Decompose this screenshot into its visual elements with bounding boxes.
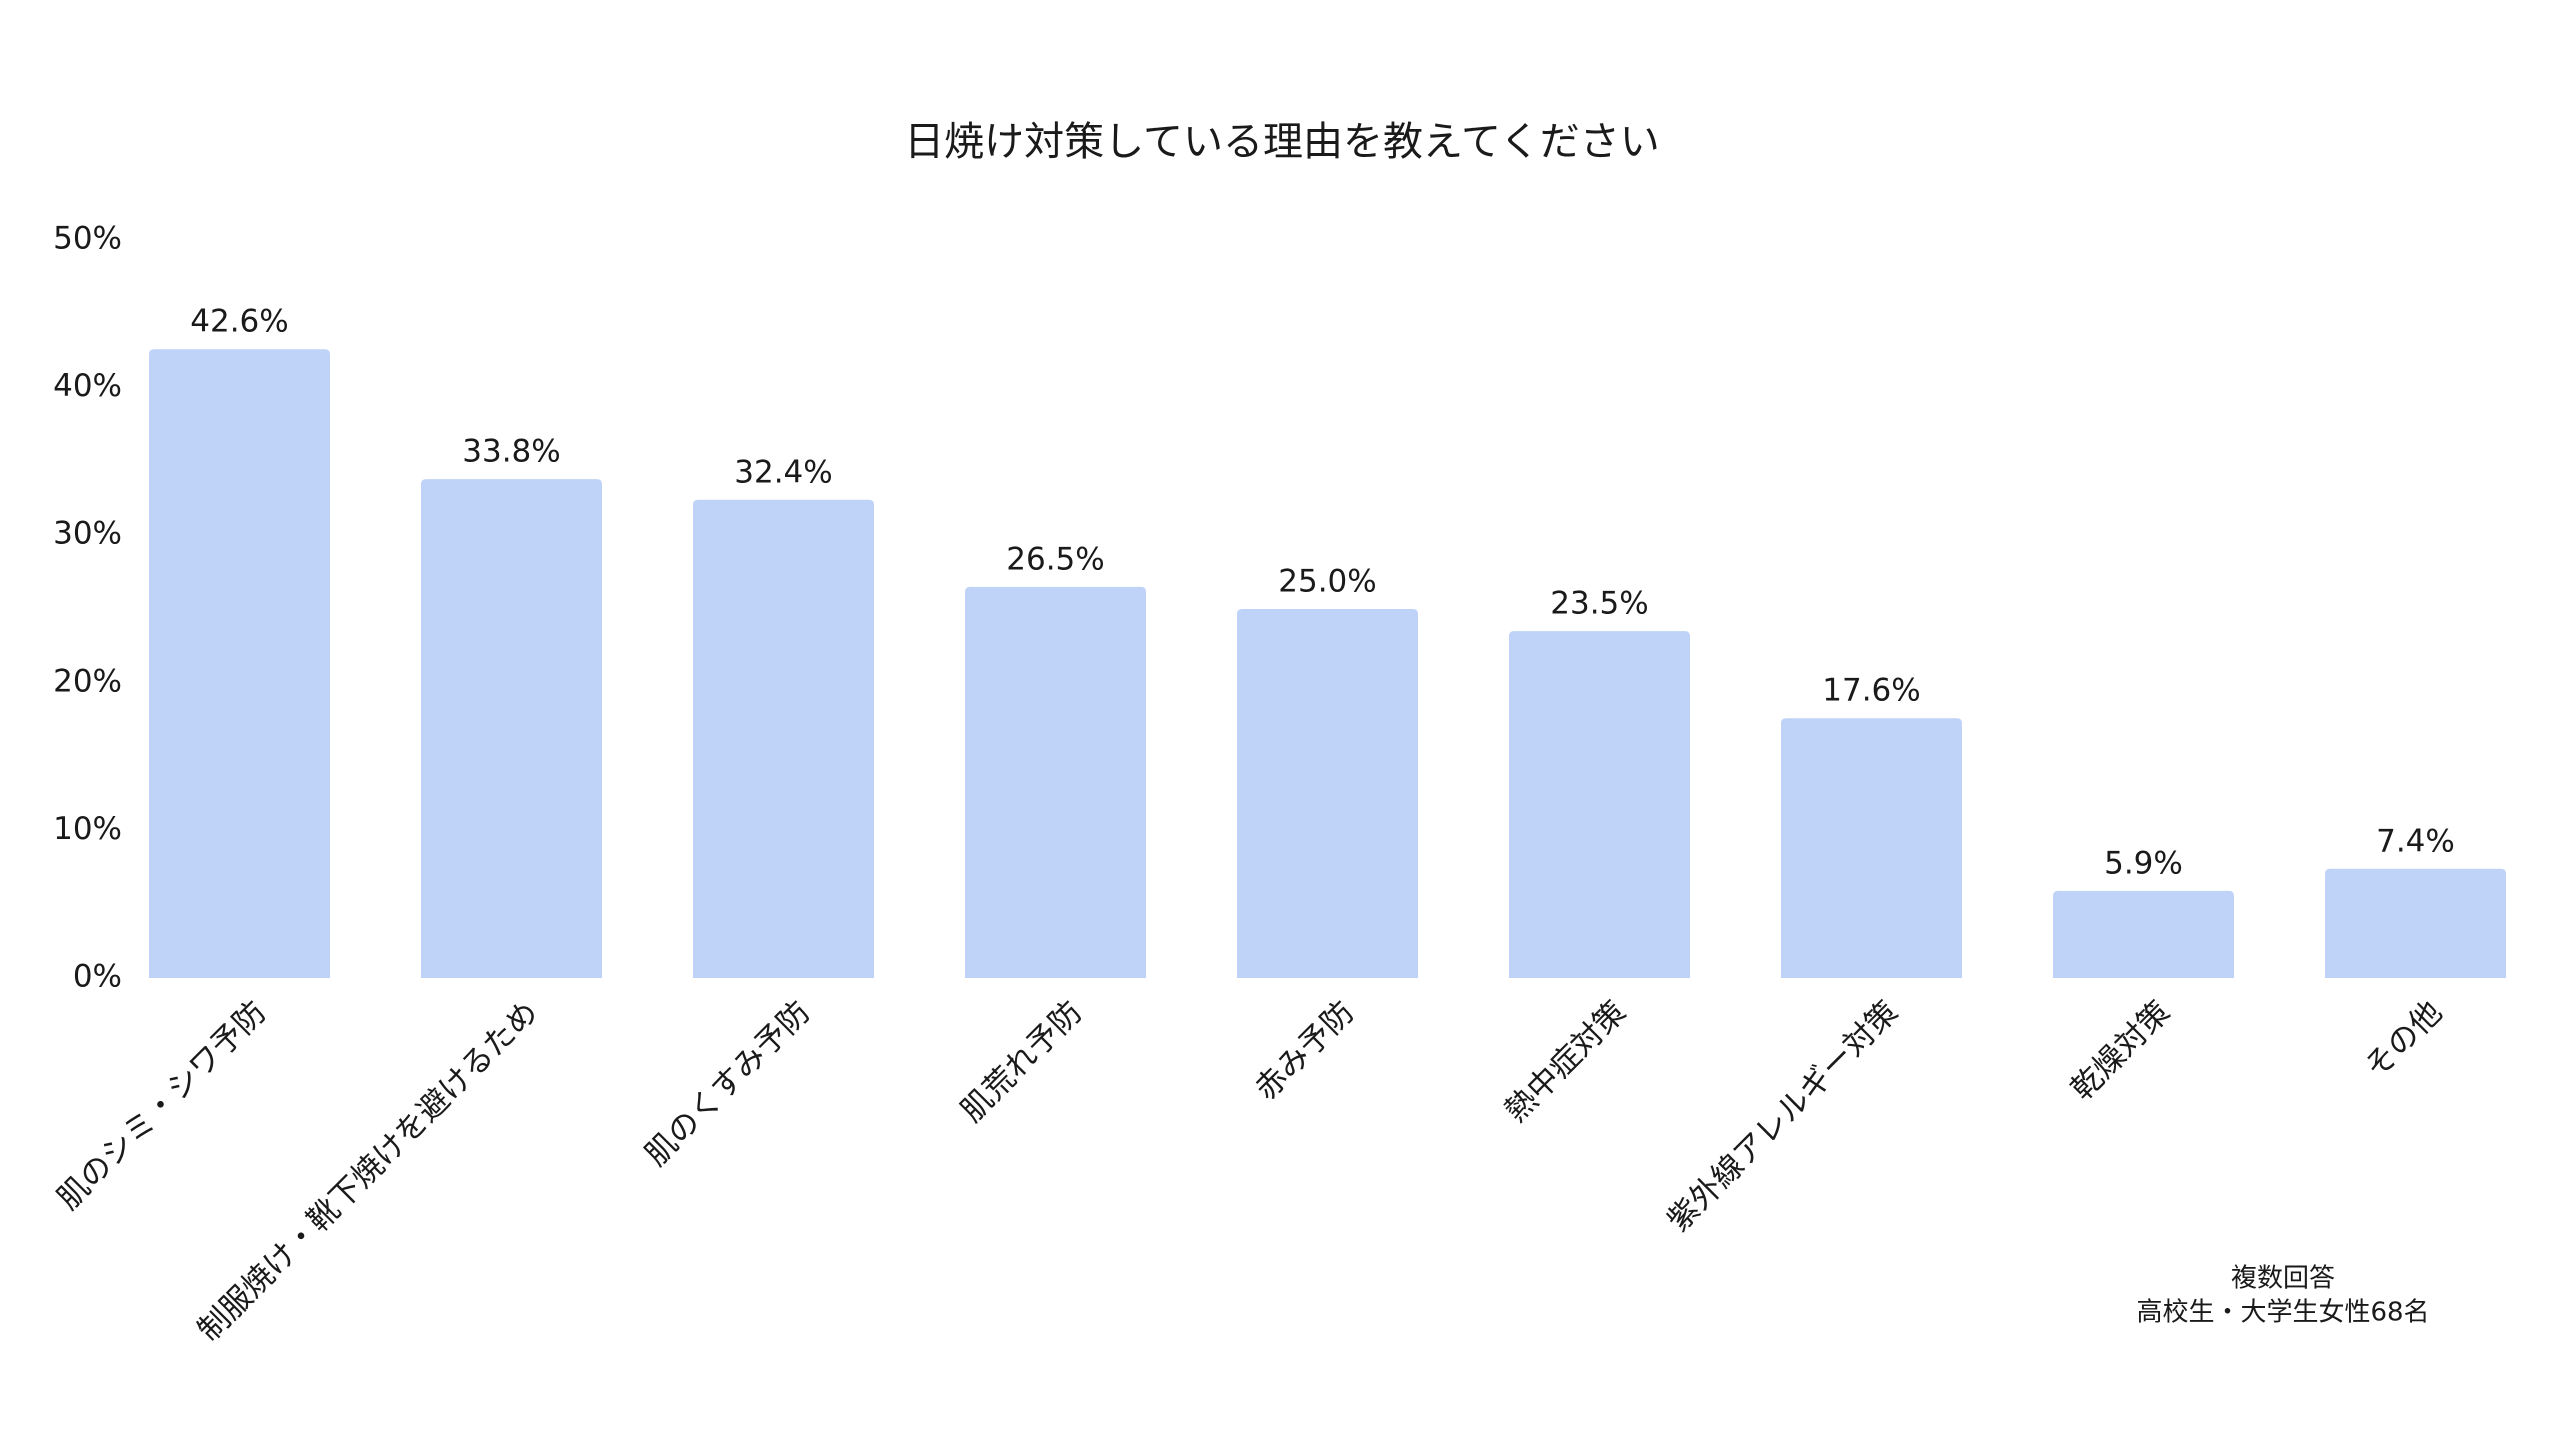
y-tick-label: 30% bbox=[53, 516, 122, 552]
note: 高校生・大学生女性68名 bbox=[2136, 1298, 2429, 1328]
value-label: 17.6% bbox=[1822, 673, 1920, 709]
value-label: 23.5% bbox=[1550, 586, 1648, 622]
bar bbox=[2053, 890, 2234, 978]
x-tick-label: 熱中症対策 bbox=[1498, 994, 1633, 1129]
bar bbox=[149, 349, 330, 978]
bar bbox=[1237, 609, 1418, 978]
y-tick-label: 10% bbox=[53, 811, 122, 847]
x-tick-label: 赤み予防 bbox=[1248, 994, 1361, 1107]
y-tick-label: 50% bbox=[53, 221, 122, 257]
value-label: 26.5% bbox=[1006, 541, 1104, 577]
y-tick-label: 40% bbox=[53, 368, 122, 404]
value-label: 25.0% bbox=[1278, 564, 1376, 600]
bar bbox=[421, 479, 602, 978]
x-tick-label: 肌荒れ予防 bbox=[954, 994, 1089, 1129]
x-tick-label: 紫外線アレルギー対策 bbox=[1661, 994, 1906, 1239]
bar bbox=[1781, 718, 1962, 978]
x-tick-label: 肌のくすみ予防 bbox=[638, 994, 817, 1173]
bar bbox=[1509, 631, 1690, 978]
value-label: 7.4% bbox=[2376, 823, 2455, 859]
bar bbox=[2325, 868, 2506, 978]
value-label: 32.4% bbox=[734, 454, 832, 490]
x-tick-label: その他 bbox=[2358, 994, 2449, 1085]
y-tick-label: 20% bbox=[53, 663, 122, 699]
y-tick-label: 0% bbox=[73, 959, 122, 995]
value-label: 42.6% bbox=[190, 304, 288, 340]
value-label: 5.9% bbox=[2104, 845, 2183, 881]
x-tick-label: 乾燥対策 bbox=[2064, 994, 2177, 1107]
bar bbox=[693, 499, 874, 978]
note: 複数回答 bbox=[2231, 1264, 2335, 1294]
bar bbox=[965, 586, 1146, 978]
chart-title: 日焼け対策している理由を教えてください bbox=[904, 119, 1660, 165]
x-tick-label: 肌のシミ・シワ予防 bbox=[50, 994, 273, 1217]
value-label: 33.8% bbox=[462, 434, 560, 470]
